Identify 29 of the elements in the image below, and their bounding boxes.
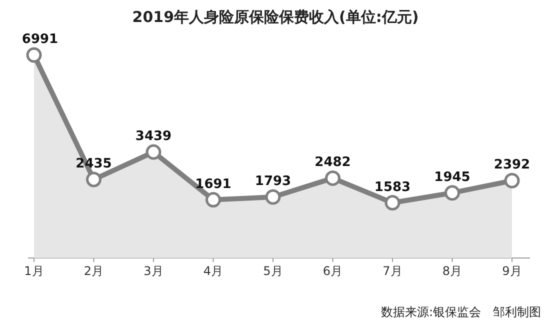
point	[86, 172, 102, 188]
point	[384, 195, 400, 210]
x-tick-label: 3月	[144, 264, 164, 278]
data-label: 2435	[76, 156, 112, 172]
data-label: 3439	[135, 129, 172, 144]
x-tick-label: 9月	[502, 264, 522, 278]
data-label: 1945	[434, 170, 470, 185]
point	[146, 144, 162, 160]
point	[325, 170, 340, 186]
x-tick-label: 7月	[382, 264, 402, 278]
data-label: 2482	[314, 155, 351, 170]
point	[265, 189, 281, 205]
data-label: 1793	[254, 174, 292, 190]
x-tick-label: 2月	[84, 264, 104, 278]
x-tick-label: 1月	[24, 264, 44, 278]
data-label: 6991	[22, 32, 58, 47]
source-note: 数据来源:银保监会 邹利制图	[380, 305, 541, 319]
x-tick-label: 5月	[263, 264, 283, 278]
point	[444, 185, 460, 201]
point	[206, 192, 221, 208]
point	[26, 47, 42, 63]
chart-title: 2019年人身险原保险保费收入(单位:亿元)	[132, 8, 419, 26]
data-label: 1691	[195, 176, 232, 192]
data-label: 2392	[494, 158, 530, 173]
x-tick-label: 8月	[442, 264, 462, 278]
data-label: 1583	[374, 180, 411, 195]
point	[504, 172, 520, 188]
x-tick-label: 4月	[203, 264, 224, 278]
x-tick-label: 6月	[322, 264, 343, 278]
